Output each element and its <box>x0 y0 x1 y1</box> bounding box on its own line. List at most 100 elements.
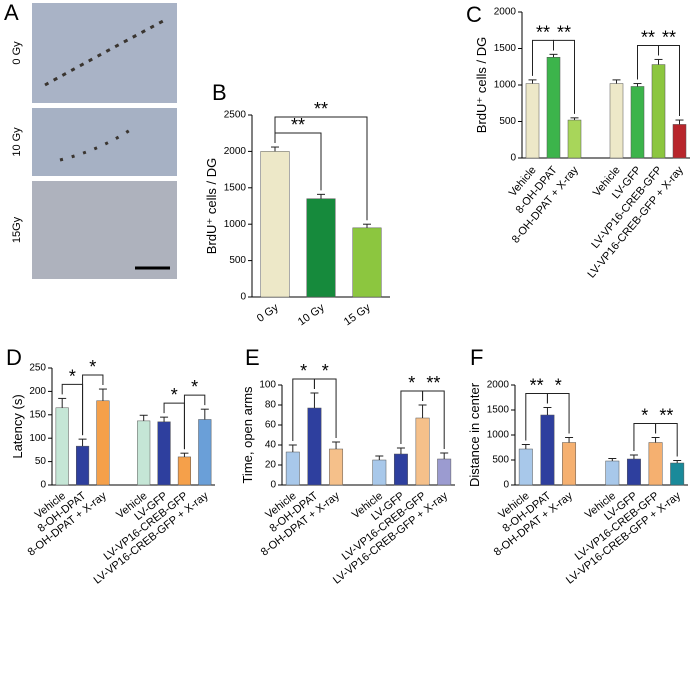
significance-bracket <box>658 44 680 117</box>
error-bar <box>570 117 579 121</box>
bar <box>626 458 641 486</box>
panel-letter: C <box>466 2 482 27</box>
y-axis-label: BrdU⁺ cells / DG <box>204 158 219 254</box>
error-bar <box>543 407 552 415</box>
error-bar <box>396 447 405 454</box>
y-tick-label: 50 <box>35 456 47 467</box>
significance-bracket <box>422 390 445 449</box>
error-bar <box>200 408 209 420</box>
x-tick-label: 0 Gy <box>255 301 281 324</box>
significance-label: ** <box>659 406 673 426</box>
y-tick-label: 2000 <box>487 380 510 391</box>
error-bar <box>565 437 574 443</box>
y-tick-label: 150 <box>29 409 46 420</box>
micrograph <box>32 181 177 279</box>
error-bar <box>418 404 427 418</box>
y-tick-label: 200 <box>29 386 46 397</box>
y-axis-label: Distance in center <box>467 382 482 487</box>
y-tick-label: 100 <box>29 433 46 444</box>
significance-label: ** <box>291 115 305 135</box>
bar <box>630 86 645 159</box>
significance-label: * <box>641 406 648 426</box>
bar <box>137 420 151 486</box>
significance-label: ** <box>662 27 676 47</box>
y-tick-label: 60 <box>265 420 277 431</box>
error-bar <box>549 53 558 58</box>
bar <box>393 453 408 486</box>
y-tick-label: 1000 <box>494 80 517 91</box>
error-bar <box>608 458 617 461</box>
error-bar <box>521 444 530 449</box>
bar <box>307 407 322 486</box>
error-bar <box>58 397 67 408</box>
y-tick-label: 2000 <box>224 146 247 157</box>
error-bar <box>139 414 148 421</box>
y-tick-label: 250 <box>29 363 46 374</box>
y-tick-label: 0 <box>510 153 516 164</box>
error-bar <box>160 416 169 422</box>
y-tick-label: 0 <box>503 480 509 491</box>
significance-label: ** <box>641 27 655 47</box>
x-tick-label: 15 Gy <box>342 301 373 328</box>
error-bar <box>612 79 621 84</box>
bar <box>567 119 582 159</box>
cells <box>44 18 166 87</box>
micrograph <box>32 3 177 103</box>
bar <box>546 57 561 159</box>
bar <box>540 414 555 486</box>
y-axis-label: BrdU⁺ cells / DG <box>474 37 489 133</box>
y-axis-label: Time, open arms <box>240 386 255 484</box>
panel-letter: B <box>212 80 227 105</box>
y-tick-label: 100 <box>259 380 276 391</box>
y-tick-label: 500 <box>499 116 516 127</box>
bar <box>415 417 430 486</box>
bar <box>648 442 663 486</box>
bar <box>285 451 300 486</box>
y-tick-label: 1500 <box>494 43 517 54</box>
bar <box>352 227 382 298</box>
y-tick-label: 0 <box>240 292 246 303</box>
significance-bracket <box>546 393 570 434</box>
y-tick-label: 20 <box>265 460 277 471</box>
significance-label: * <box>300 361 307 381</box>
significance-bracket <box>655 423 678 457</box>
error-bar <box>654 58 663 65</box>
bar <box>157 421 171 486</box>
significance-label: * <box>191 377 198 397</box>
error-bar <box>363 223 371 228</box>
significance-label: ** <box>426 373 440 393</box>
error-bar <box>675 119 684 125</box>
bar <box>260 151 290 298</box>
error-bar <box>271 146 279 152</box>
error-bar <box>288 444 297 452</box>
y-tick-label: 40 <box>265 440 277 451</box>
y-tick-label: 80 <box>265 400 277 411</box>
bar <box>198 419 212 486</box>
image-label: 0 Gy <box>11 41 23 65</box>
y-tick-label: 1500 <box>224 182 247 193</box>
error-bar <box>310 392 319 408</box>
error-bar <box>629 454 638 459</box>
significance-label: * <box>171 385 178 405</box>
bar <box>96 400 110 486</box>
y-tick-label: 500 <box>492 455 509 466</box>
panel-letter: E <box>245 345 260 370</box>
significance-bracket <box>313 378 337 438</box>
error-bar <box>98 388 107 401</box>
error-bar <box>332 441 341 449</box>
bar <box>672 124 687 159</box>
error-bar <box>317 193 325 199</box>
bar <box>437 458 452 486</box>
y-tick-label: 0 <box>40 480 46 491</box>
significance-bracket <box>553 39 575 114</box>
significance-label: ** <box>530 376 544 396</box>
significance-label: * <box>322 361 329 381</box>
bar <box>651 64 666 159</box>
significance-label: * <box>555 376 562 396</box>
y-tick-label: 2000 <box>494 7 517 18</box>
significance-label: * <box>89 357 96 377</box>
error-bar <box>528 79 537 84</box>
bar <box>306 198 336 298</box>
bar <box>75 445 90 486</box>
error-bar <box>633 83 642 87</box>
